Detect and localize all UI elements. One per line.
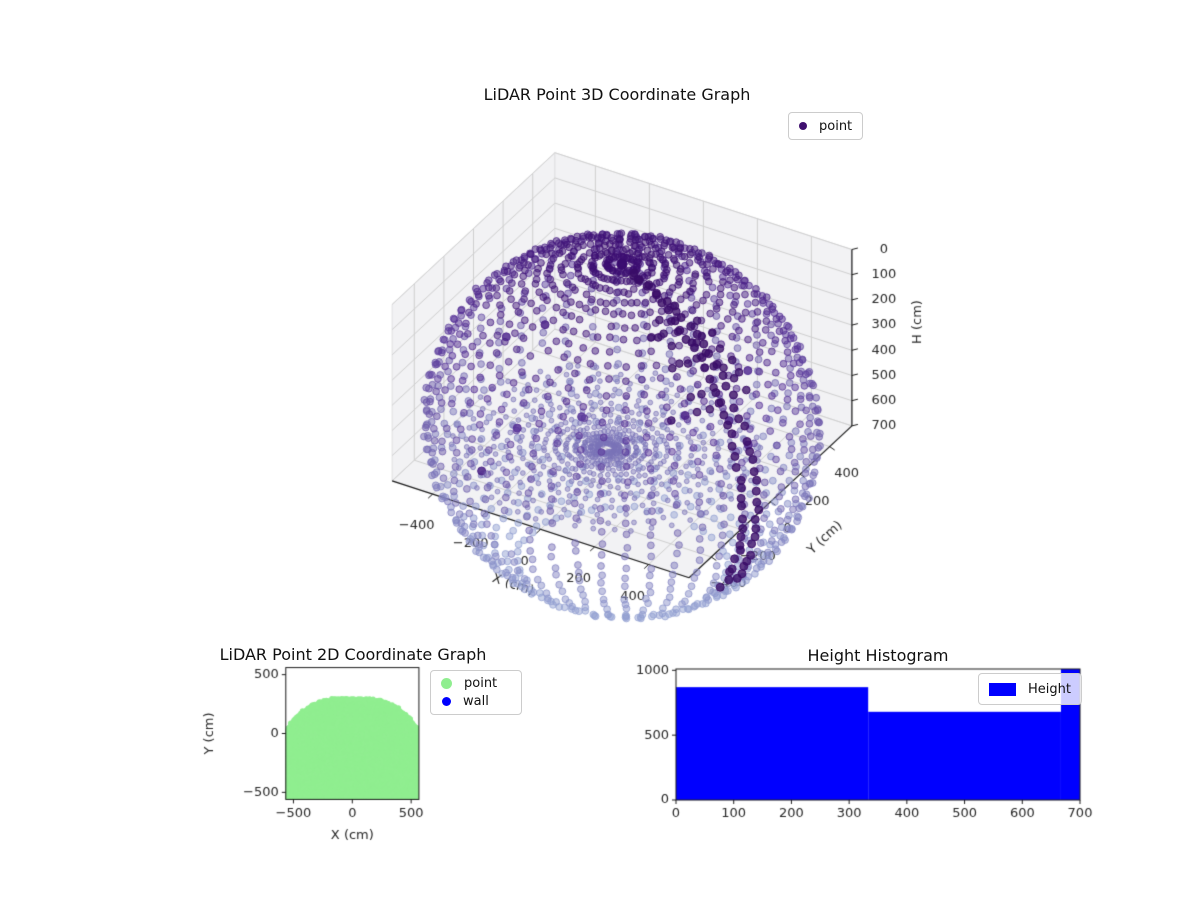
height-legend-swatch-icon [989, 682, 1016, 696]
histogram-legend-row: Height [989, 682, 1071, 697]
plot2d-legend-point-label: point [464, 676, 498, 691]
point-legend-dot-icon [441, 678, 452, 689]
histogram-title: Height Histogram [807, 646, 949, 665]
histogram-legend-height-label: Height [1028, 681, 1071, 697]
plot2d-legend-row-wall: wall [441, 694, 511, 709]
plot2d-canvas [180, 650, 440, 850]
plot3d-legend-point-label: point [819, 118, 853, 134]
plot3d-legend: point [788, 112, 864, 140]
histogram-legend: Height [978, 673, 1082, 705]
plot2d-title: LiDAR Point 2D Coordinate Graph [219, 645, 487, 664]
plot3d-title: LiDAR Point 3D Coordinate Graph [483, 85, 751, 104]
plot3d-canvas [330, 130, 930, 650]
plot2d-legend: point wall [430, 670, 522, 715]
plot3d-legend-row: point [799, 119, 852, 134]
plot2d-legend-row-point: point [441, 676, 511, 691]
wall-legend-dot-icon [442, 697, 451, 706]
plot2d-legend-wall-label: wall [463, 694, 489, 709]
point-legend-dot-icon [799, 122, 807, 130]
